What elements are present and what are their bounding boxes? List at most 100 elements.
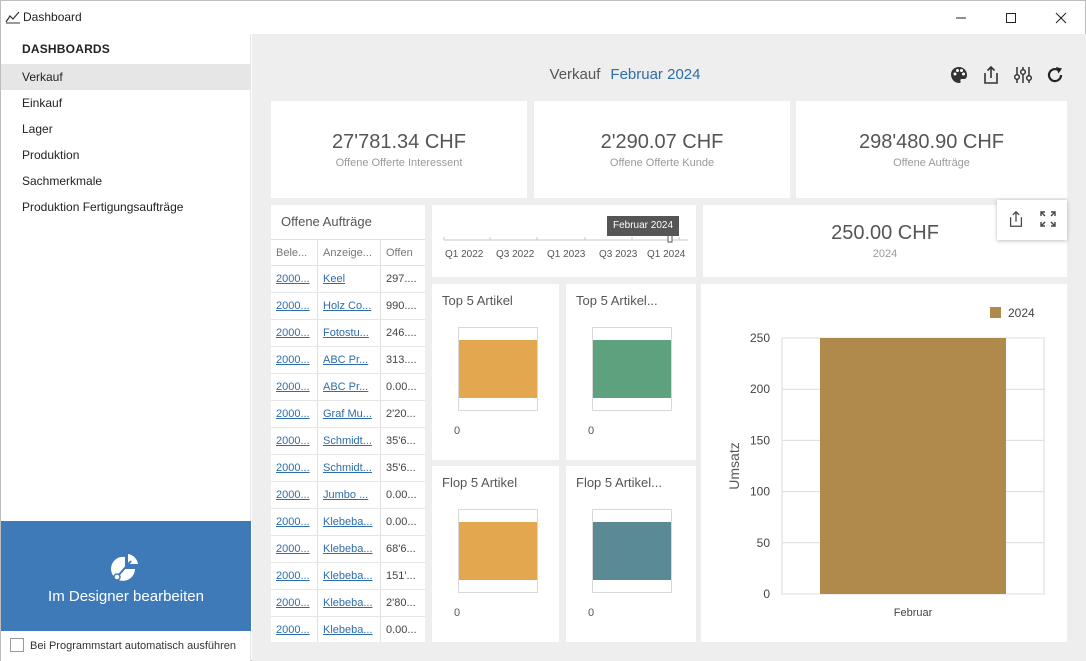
table-row[interactable]: 2000... ABC Pr... 0.00... xyxy=(271,374,425,401)
sidebar-item-einkauf[interactable]: Einkauf xyxy=(22,96,63,110)
kpi-value: 250.00 CHF xyxy=(831,222,939,244)
refresh-icon[interactable] xyxy=(1045,65,1065,85)
sidebar-item-lager[interactable]: Lager xyxy=(22,122,53,136)
minimize-button[interactable] xyxy=(936,1,986,34)
beleg-link[interactable]: 2000... xyxy=(271,455,318,481)
range-tooltip: Februar 2024 xyxy=(607,216,679,236)
customer-link[interactable]: Holz Co... xyxy=(318,293,381,319)
beleg-link[interactable]: 2000... xyxy=(271,590,318,616)
flop5-artikel-title: Flop 5 Artikel xyxy=(442,475,518,490)
customer-link[interactable]: Klebeba... xyxy=(318,509,381,535)
table-row[interactable]: 2000... Graf Mu... 2'20... xyxy=(271,401,425,428)
customer-link[interactable]: ABC Pr... xyxy=(318,374,381,400)
column-header-beleg[interactable]: Bele... xyxy=(271,240,318,265)
kpi-value: 27'781.34 CHF xyxy=(332,131,466,153)
sidebar-item-produktion[interactable]: Produktion xyxy=(22,148,80,162)
open-amount-cell: 297.... xyxy=(386,273,417,285)
beleg-link[interactable]: 2000... xyxy=(271,509,318,535)
beleg-link[interactable]: 2000... xyxy=(271,266,318,292)
open-amount-cell: 68'6... xyxy=(386,543,416,555)
maximize-icon xyxy=(1006,12,1016,23)
customer-link[interactable]: Fotostu... xyxy=(318,320,381,346)
table-row[interactable]: 2000... Schmidt... 35'6... xyxy=(271,428,425,455)
table-row[interactable]: 2000... Holz Co... 990.... xyxy=(271,293,425,320)
kpi-value: 2'290.07 CHF xyxy=(600,131,724,153)
sidebar-item-verkauf[interactable]: Verkauf xyxy=(1,64,250,90)
top5-artikel-card: Top 5 Artikel 0 xyxy=(432,284,559,460)
table-row[interactable]: 2000... Klebeba... 0.00... xyxy=(271,617,425,642)
bar-februar[interactable] xyxy=(820,338,1006,594)
open-amount-cell: 990.... xyxy=(386,300,417,312)
kpi-label: Offene Offerte Kunde xyxy=(609,157,715,169)
close-icon xyxy=(1055,12,1067,23)
beleg-link[interactable]: 2000... xyxy=(271,293,318,319)
sidebar-item-sachmerkmale[interactable]: Sachmerkmale xyxy=(22,174,103,188)
table-row[interactable]: 2000... Fotostu... 246.... xyxy=(271,320,425,347)
parameters-icon[interactable] xyxy=(1013,65,1033,85)
beleg-link[interactable]: 2000... xyxy=(271,563,318,589)
flop5-artikel-2-bar[interactable] xyxy=(593,522,671,580)
table-row[interactable]: 2000... Keel 297.... xyxy=(271,266,425,293)
beleg-link[interactable]: 2000... xyxy=(271,617,318,642)
customer-link[interactable]: Graf Mu... xyxy=(318,401,381,427)
beleg-link[interactable]: 2000... xyxy=(271,347,318,373)
table-row[interactable]: 2000... Klebeba... 68'6... xyxy=(271,536,425,563)
sidebar-item-fertigungsauftraege[interactable]: Produktion Fertigungsaufträge xyxy=(22,200,184,214)
orders-grid[interactable]: Bele... Anzeige... Offen 2000... Keel 297.… xyxy=(271,239,425,642)
customer-link[interactable]: Schmidt... xyxy=(318,455,381,481)
legend-swatch xyxy=(990,307,1001,318)
flop5-artikel-axis-label: 0 xyxy=(454,607,461,619)
column-header-anzeige[interactable]: Anzeige... xyxy=(318,240,381,265)
beleg-link[interactable]: 2000... xyxy=(271,401,318,427)
kpi-card-kunde: 2'290.07 CHF Offene Offerte Kunde xyxy=(534,101,790,198)
open-amount-cell: 0.00... xyxy=(386,624,417,636)
table-row[interactable]: 2000... ABC Pr... 313.... xyxy=(271,347,425,374)
legend-label: 2024 xyxy=(1008,306,1035,320)
table-row[interactable]: 2000... Schmidt... 35'6... xyxy=(271,455,425,482)
export-icon[interactable] xyxy=(981,65,1001,85)
flop5-artikel-plot xyxy=(458,509,538,593)
top5-artikel-bar[interactable] xyxy=(459,340,537,398)
customer-link[interactable]: Klebeba... xyxy=(318,617,381,642)
customer-link[interactable]: Klebeba... xyxy=(318,590,381,616)
edit-in-designer-button[interactable]: Im Designer bearbeiten xyxy=(1,521,251,631)
open-amount-cell: 313.... xyxy=(386,354,417,366)
customer-link[interactable]: Keel xyxy=(318,266,381,292)
table-row[interactable]: 2000... Klebeba... 151'... xyxy=(271,563,425,590)
maximize-icon[interactable] xyxy=(1040,211,1056,227)
close-button[interactable] xyxy=(1036,1,1086,34)
customer-link[interactable]: Jumbo ... xyxy=(318,482,381,508)
maximize-button[interactable] xyxy=(986,1,1036,34)
grid-header-row: Bele... Anzeige... Offen xyxy=(271,239,425,266)
export-icon[interactable] xyxy=(1007,210,1025,228)
range-tick-label: Q1 2024 xyxy=(647,249,686,260)
beleg-link[interactable]: 2000... xyxy=(271,374,318,400)
y-tick-label: 150 xyxy=(750,433,770,447)
top5-artikel-2-axis-label: 0 xyxy=(588,425,595,437)
item-floating-toolbar xyxy=(997,200,1067,240)
flop5-artikel-2-axis-label: 0 xyxy=(588,607,595,619)
range-tick-label: Q3 2022 xyxy=(496,249,535,260)
beleg-link[interactable]: 2000... xyxy=(271,536,318,562)
table-row[interactable]: 2000... Klebeba... 0.00... xyxy=(271,509,425,536)
table-row[interactable]: 2000... Jumbo ... 0.00... xyxy=(271,482,425,509)
minimize-icon xyxy=(956,17,966,18)
customer-link[interactable]: Klebeba... xyxy=(318,563,381,589)
customer-link[interactable]: ABC Pr... xyxy=(318,347,381,373)
customer-link[interactable]: Klebeba... xyxy=(318,536,381,562)
customer-link[interactable]: Schmidt... xyxy=(318,428,381,454)
top5-artikel-2-bar[interactable] xyxy=(593,340,671,398)
flop5-artikel-2-title: Flop 5 Artikel... xyxy=(576,475,662,490)
palette-icon[interactable] xyxy=(949,65,969,85)
y-tick-label: 0 xyxy=(763,587,770,601)
open-amount-cell: 2'80... xyxy=(386,597,416,609)
beleg-link[interactable]: 2000... xyxy=(271,320,318,346)
column-header-offen[interactable]: Offen xyxy=(386,247,413,259)
autostart-checkbox[interactable] xyxy=(10,638,24,652)
flop5-artikel-bar[interactable] xyxy=(459,522,537,580)
beleg-link[interactable]: 2000... xyxy=(271,428,318,454)
beleg-link[interactable]: 2000... xyxy=(271,482,318,508)
flop5-artikel-card: Flop 5 Artikel 0 xyxy=(432,466,559,642)
table-row[interactable]: 2000... Klebeba... 2'80... xyxy=(271,590,425,617)
kpi-label: 2024 xyxy=(872,248,898,260)
